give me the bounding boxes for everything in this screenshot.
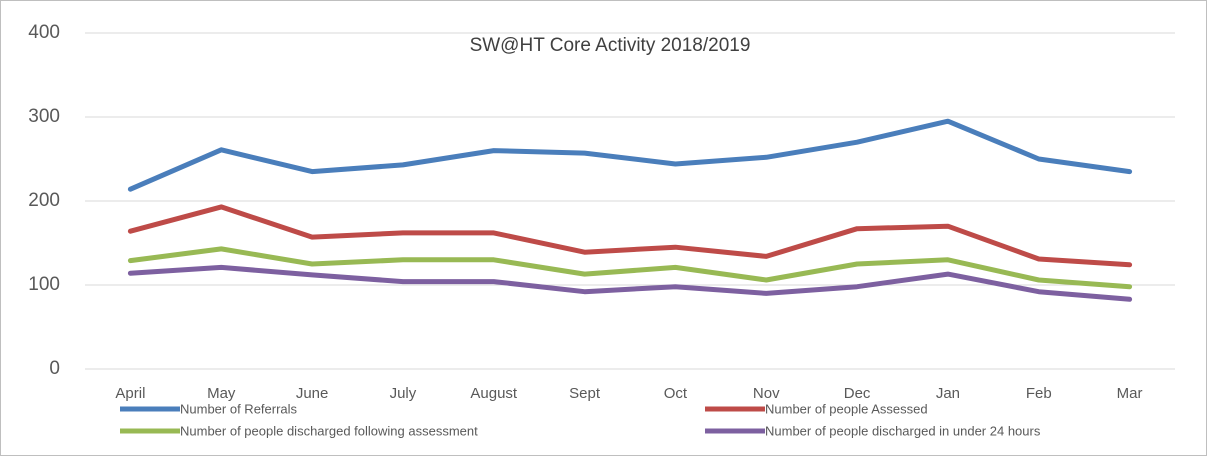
x-tick-label: July [390,385,417,402]
y-tick-label: 100 [28,274,60,295]
series-line [127,246,1133,290]
x-tick-label: June [296,385,329,402]
x-tick-label: Feb [1026,385,1052,402]
x-tick-label: Jan [936,385,960,402]
y-tick-label: 300 [28,106,60,127]
x-tick-label: Dec [844,385,871,402]
series-line [127,264,1133,302]
x-tick-label: Sept [569,385,601,402]
y-tick-label: 400 [28,22,60,43]
x-tick-label: Nov [753,385,780,402]
x-tick-label: August [470,385,518,402]
x-tick-label: April [115,385,145,402]
x-tick-label: Mar [1117,385,1143,402]
y-tick-label: 200 [28,190,60,211]
series-line [127,204,1133,268]
series-line [127,118,1133,192]
legend-label: Number of Referrals [180,401,298,416]
legend-label: Number of people Assessed [765,401,928,416]
legend-label: Number of people discharged in under 24 … [765,423,1041,438]
legend-label: Number of people discharged following as… [180,423,478,438]
x-tick-label: May [207,385,236,402]
chart-title: SW@HT Core Activity 2018/2019 [470,35,751,56]
x-tick-label: Oct [664,385,688,402]
y-tick-label: 0 [49,358,60,379]
